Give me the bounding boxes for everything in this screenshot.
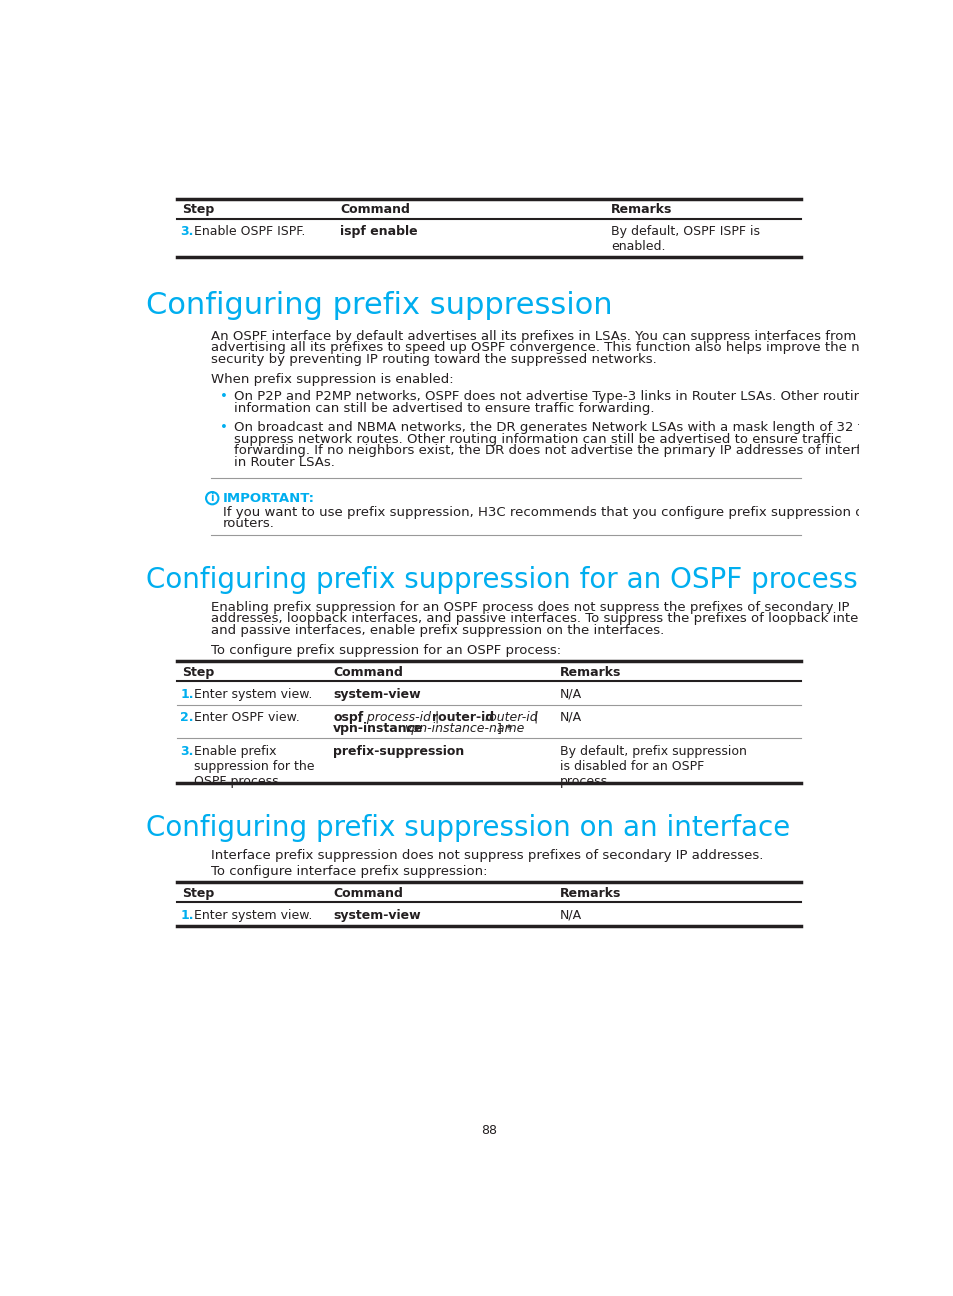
- Text: ospf: ospf: [333, 710, 363, 723]
- Text: [ process-id |: [ process-id |: [357, 710, 438, 723]
- Text: Remarks: Remarks: [611, 203, 672, 216]
- Text: ] *: ] *: [497, 722, 512, 735]
- Text: advertising all its prefixes to speed up OSPF convergence. This function also he: advertising all its prefixes to speed up…: [211, 341, 904, 354]
- Text: Enter OSPF view.: Enter OSPF view.: [194, 710, 300, 723]
- Text: Interface prefix suppression does not suppress prefixes of secondary IP addresse: Interface prefix suppression does not su…: [211, 849, 762, 862]
- Text: Step: Step: [182, 666, 214, 679]
- Text: vpn-instance-name: vpn-instance-name: [403, 722, 523, 735]
- Text: router-id: router-id: [484, 710, 538, 723]
- Text: in Router LSAs.: in Router LSAs.: [233, 456, 335, 469]
- Text: •: •: [220, 421, 228, 434]
- Text: router-id: router-id: [432, 710, 494, 723]
- Text: system-view: system-view: [333, 688, 420, 701]
- Text: prefix-suppression: prefix-suppression: [333, 745, 464, 758]
- Text: Configuring prefix suppression: Configuring prefix suppression: [146, 292, 613, 320]
- Text: If you want to use prefix suppression, H3C recommends that you configure prefix : If you want to use prefix suppression, H…: [223, 505, 929, 518]
- Text: When prefix suppression is enabled:: When prefix suppression is enabled:: [211, 373, 453, 386]
- Text: Command: Command: [333, 886, 402, 899]
- Text: and passive interfaces, enable prefix suppression on the interfaces.: and passive interfaces, enable prefix su…: [211, 623, 663, 636]
- Text: 88: 88: [480, 1124, 497, 1137]
- Text: Command: Command: [333, 666, 402, 679]
- Text: Configuring prefix suppression for an OSPF process: Configuring prefix suppression for an OS…: [146, 566, 858, 594]
- Text: 2.: 2.: [180, 710, 193, 723]
- Text: vpn-instance: vpn-instance: [333, 722, 423, 735]
- Text: Enter system view.: Enter system view.: [194, 908, 313, 921]
- Text: N/A: N/A: [559, 688, 581, 701]
- Text: N/A: N/A: [559, 710, 581, 723]
- Text: information can still be advertised to ensure traffic forwarding.: information can still be advertised to e…: [233, 402, 654, 415]
- Text: Enter system view.: Enter system view.: [194, 688, 313, 701]
- Text: suppress network routes. Other routing information can still be advertised to en: suppress network routes. Other routing i…: [233, 433, 841, 446]
- Text: By default, OSPF ISPF is
enabled.: By default, OSPF ISPF is enabled.: [611, 224, 760, 253]
- Text: •: •: [220, 390, 228, 403]
- Text: Step: Step: [182, 203, 214, 216]
- Text: 3.: 3.: [180, 224, 193, 238]
- Text: Step: Step: [182, 886, 214, 899]
- Text: An OSPF interface by default advertises all its prefixes in LSAs. You can suppre: An OSPF interface by default advertises …: [211, 329, 855, 342]
- Text: 3.: 3.: [180, 745, 193, 758]
- Text: Enable OSPF ISPF.: Enable OSPF ISPF.: [194, 224, 306, 238]
- Text: routers.: routers.: [223, 517, 274, 530]
- Text: addresses, loopback interfaces, and passive interfaces. To suppress the prefixes: addresses, loopback interfaces, and pass…: [211, 612, 898, 625]
- Text: IMPORTANT:: IMPORTANT:: [223, 492, 314, 505]
- Text: 1.: 1.: [180, 908, 193, 921]
- Text: 1.: 1.: [180, 688, 193, 701]
- Text: By default, prefix suppression
is disabled for an OSPF
process.: By default, prefix suppression is disabl…: [559, 745, 746, 788]
- Text: i: i: [211, 494, 213, 503]
- Text: Configuring prefix suppression on an interface: Configuring prefix suppression on an int…: [146, 814, 790, 842]
- Text: N/A: N/A: [559, 908, 581, 921]
- Text: forwarding. If no neighbors exist, the DR does not advertise the primary IP addr: forwarding. If no neighbors exist, the D…: [233, 445, 890, 457]
- Text: Remarks: Remarks: [559, 666, 621, 679]
- Text: On P2P and P2MP networks, OSPF does not advertise Type-3 links in Router LSAs. O: On P2P and P2MP networks, OSPF does not …: [233, 390, 870, 403]
- Text: To configure interface prefix suppression:: To configure interface prefix suppressio…: [211, 866, 487, 879]
- Text: |: |: [533, 710, 537, 723]
- Text: Enable prefix
suppression for the
OSPF process.: Enable prefix suppression for the OSPF p…: [194, 745, 314, 788]
- Text: system-view: system-view: [333, 908, 420, 921]
- Text: Remarks: Remarks: [559, 886, 621, 899]
- Text: Command: Command: [340, 203, 410, 216]
- Text: Enabling prefix suppression for an OSPF process does not suppress the prefixes o: Enabling prefix suppression for an OSPF …: [211, 600, 848, 613]
- Text: security by preventing IP routing toward the suppressed networks.: security by preventing IP routing toward…: [211, 353, 656, 365]
- Text: To configure prefix suppression for an OSPF process:: To configure prefix suppression for an O…: [211, 644, 560, 657]
- Text: ispf enable: ispf enable: [340, 224, 417, 238]
- Text: On broadcast and NBMA networks, the DR generates Network LSAs with a mask length: On broadcast and NBMA networks, the DR g…: [233, 421, 870, 434]
